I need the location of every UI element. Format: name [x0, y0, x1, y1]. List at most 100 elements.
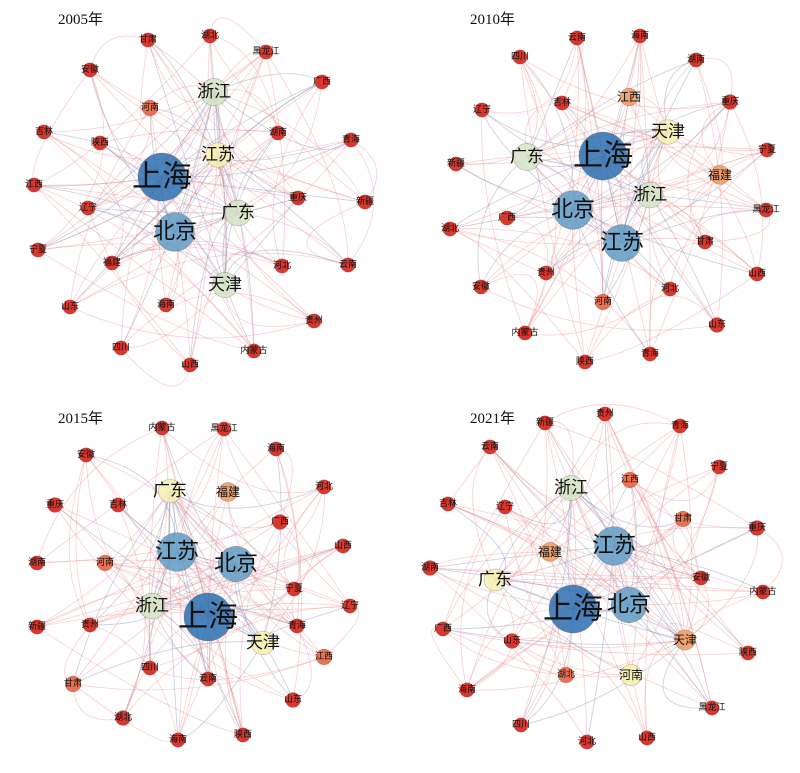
province-node: 青海 [288, 618, 306, 634]
network-edge [43, 131, 124, 264]
network-edge [149, 588, 295, 669]
network-edge [213, 91, 255, 352]
province-node: 黑龙江 [210, 421, 238, 437]
node-circle [342, 598, 358, 614]
node-circle [674, 629, 696, 651]
network-edge [111, 154, 219, 264]
network-edge [36, 563, 237, 628]
node-label: 湖南 [421, 561, 439, 573]
network-edge [89, 545, 344, 626]
network-edge [561, 102, 767, 211]
network-edge [209, 17, 267, 53]
network-edge [549, 466, 720, 553]
node-label: 新疆 [356, 195, 374, 207]
province-node: 吉林 [35, 124, 53, 140]
province-node: 广西 [271, 514, 289, 530]
network-edge [347, 139, 375, 266]
network-edge [545, 37, 579, 274]
node-circle [290, 190, 306, 206]
network-edge [111, 243, 283, 267]
network-edge [604, 413, 686, 641]
network-edge [223, 428, 351, 607]
network-edge [120, 292, 315, 349]
node-circle [440, 496, 456, 512]
node-circle [639, 730, 655, 746]
network-edge [161, 427, 325, 494]
node-label: 广东 [510, 147, 544, 167]
node-label: 福建 [538, 544, 562, 559]
network-edge [69, 107, 151, 308]
node-label: 山东 [503, 634, 521, 646]
network-edge [602, 131, 669, 303]
province-node: 湖南 [687, 52, 705, 68]
node-circle [548, 584, 598, 634]
node-label: 广东 [153, 481, 187, 501]
network-edge [520, 551, 559, 726]
node-label: 江西 [621, 474, 639, 485]
node-label: 山西 [748, 268, 766, 279]
node-circle [579, 734, 595, 750]
province-node: 福建 [103, 255, 121, 271]
province-node: 重庆 [721, 94, 739, 110]
province-node: 山东 [708, 317, 726, 333]
province-node: 海南 [631, 28, 649, 44]
node-circle [473, 279, 489, 295]
province-node: 海南 [267, 441, 285, 457]
network-edge [524, 288, 671, 336]
node-label: 山东 [284, 693, 302, 705]
network-edge [89, 69, 176, 233]
network-edge [72, 683, 124, 721]
node-circle [655, 119, 681, 145]
node-label: 贵州 [596, 407, 614, 419]
network-edge [36, 490, 171, 628]
network-edge [687, 101, 731, 243]
network-edge [621, 149, 768, 244]
node-circle [749, 266, 765, 282]
node-label: 江西 [315, 651, 333, 662]
node-label: 内蒙古 [749, 585, 776, 597]
network-edge [629, 479, 702, 579]
network-edge [604, 413, 615, 547]
network-edge [292, 625, 312, 701]
province-node: 河南 [619, 664, 643, 686]
node-circle [674, 510, 692, 528]
network-edge [165, 51, 267, 306]
node-label: 内蒙古 [240, 344, 267, 356]
network-edge [147, 39, 226, 286]
network-edge [429, 567, 630, 606]
node-circle [272, 514, 288, 530]
node-label: 广东 [478, 570, 512, 590]
province-node: 云南 [568, 30, 586, 46]
node-label: 天津 [651, 122, 685, 142]
panel-title: 2005年 [58, 11, 103, 28]
network-edge [176, 428, 225, 553]
network-edge [629, 466, 720, 502]
panel-title: 2021年 [470, 410, 515, 427]
network-edge [544, 422, 630, 606]
province-node: 甘肃 [674, 510, 692, 528]
province-node: 山东 [61, 299, 79, 315]
network-edge [544, 404, 681, 427]
network-edge [613, 466, 720, 547]
province-node: 湖北 [114, 710, 132, 726]
network-edge [449, 131, 669, 230]
node-circle [538, 265, 554, 281]
network-edge [570, 487, 684, 528]
network-edge [570, 422, 681, 489]
network-edge [36, 545, 344, 628]
node-label: 黑龙江 [752, 203, 779, 215]
node-circle [96, 554, 114, 572]
panel-title: 2015年 [58, 410, 103, 427]
network-edge [511, 640, 632, 676]
node-circle [513, 143, 541, 171]
province-node: 北京 [153, 212, 197, 252]
node-circle [258, 44, 274, 60]
node-label: 上海 [543, 592, 603, 627]
network-edge [460, 506, 506, 691]
province-node: 新疆 [28, 619, 46, 635]
node-circle [636, 181, 664, 209]
network-edge [604, 413, 713, 709]
province-node: 河南 [594, 293, 612, 311]
node-circle [224, 199, 252, 227]
network-edge [237, 81, 323, 214]
